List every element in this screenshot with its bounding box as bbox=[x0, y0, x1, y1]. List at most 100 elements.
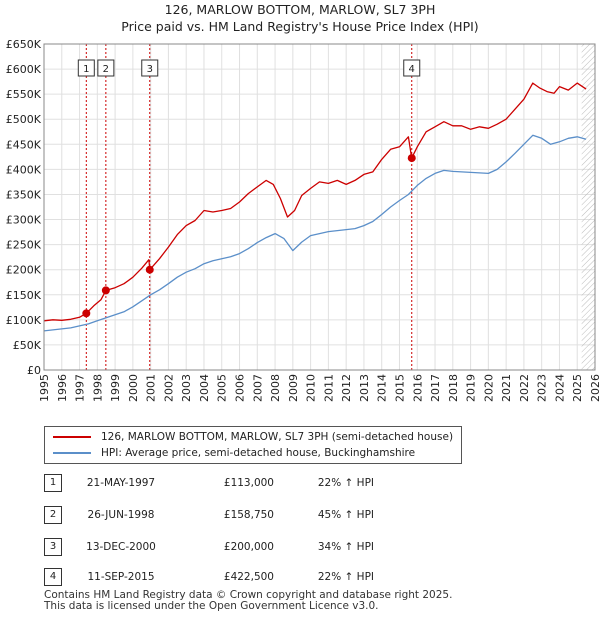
sale-point bbox=[145, 265, 154, 274]
x-tick-label: 2020 bbox=[482, 374, 495, 402]
hpi-swatch bbox=[53, 452, 91, 454]
y-axis: £0 £50K £100K £150K £200K £250K £300K £350K £400… bbox=[6, 38, 42, 377]
sale-price: £113,000 bbox=[223, 477, 274, 489]
sale-marker-lines bbox=[85, 44, 413, 370]
y-tick-label: £550K bbox=[6, 88, 42, 101]
x-tick-label: 2010 bbox=[305, 374, 318, 402]
x-tick-label: 2000 bbox=[127, 374, 140, 402]
sale-marker-label: 4 bbox=[409, 64, 415, 75]
sale-marker-label: 1 bbox=[83, 64, 89, 75]
legend-hpi-label: HPI: Average price, semi-detached house,… bbox=[101, 447, 416, 459]
sale-hpi-change: 22% ↑ HPI bbox=[317, 571, 374, 583]
sale-date: 26-JUN-1998 bbox=[87, 509, 155, 521]
grid-lines bbox=[43, 43, 596, 371]
sale-number-badge: 1 bbox=[44, 474, 62, 492]
series-lines bbox=[43, 82, 587, 332]
y-tick-label: £100K bbox=[6, 314, 42, 327]
y-tick-label: £300K bbox=[6, 214, 42, 227]
x-tick-label: 2003 bbox=[180, 374, 193, 402]
sale-points bbox=[82, 154, 416, 318]
sale-point bbox=[407, 154, 416, 163]
x-tick-label: 2006 bbox=[234, 374, 247, 402]
x-tick-label: 2002 bbox=[162, 374, 175, 402]
sale-number-badge: 2 bbox=[44, 506, 62, 524]
forecast-hatch bbox=[581, 44, 595, 370]
x-tick-label: 2023 bbox=[536, 374, 549, 402]
property-swatch bbox=[53, 436, 91, 438]
legend-item-hpi: HPI: Average price, semi-detached house,… bbox=[53, 445, 415, 461]
table-row: 3 13-DEC-2000 £200,000 34% ↑ HPI bbox=[44, 538, 464, 556]
sale-marker-badge bbox=[97, 59, 115, 77]
x-tick-label: 2007 bbox=[251, 374, 264, 402]
table-row: 1 21-MAY-1997 £113,000 22% ↑ HPI bbox=[44, 474, 464, 492]
y-tick-label: £0 bbox=[27, 364, 41, 377]
sale-date: 13-DEC-2000 bbox=[86, 541, 156, 553]
sale-marker-labels: 1 2 3 4 bbox=[77, 59, 421, 77]
x-tick-label: 2017 bbox=[429, 374, 442, 402]
forecast-hatch-area bbox=[581, 44, 595, 370]
x-tick-label: 1997 bbox=[74, 374, 87, 402]
sale-marker-label: 2 bbox=[103, 64, 109, 75]
x-tick-label: 2004 bbox=[198, 374, 211, 402]
hpi-line bbox=[43, 134, 587, 332]
x-tick-label: 2014 bbox=[376, 374, 389, 402]
x-tick-label: 2011 bbox=[322, 374, 335, 402]
y-tick-label: £450K bbox=[6, 138, 42, 151]
sale-number-badge: 3 bbox=[44, 538, 62, 556]
legend-item-property: 126, MARLOW BOTTOM, MARLOW, SL7 3PH (sem… bbox=[53, 429, 453, 445]
chart-title: 126, MARLOW BOTTOM, MARLOW, SL7 3PH bbox=[164, 2, 436, 17]
y-tick-label: £200K bbox=[6, 264, 42, 277]
y-tick-label: £250K bbox=[6, 239, 42, 252]
legend: 126, MARLOW BOTTOM, MARLOW, SL7 3PH (sem… bbox=[44, 426, 462, 464]
sale-hpi-change: 34% ↑ HPI bbox=[317, 541, 374, 553]
footer: Contains HM Land Registry data © Crown c… bbox=[44, 590, 452, 612]
x-tick-label: 2024 bbox=[553, 374, 566, 402]
sale-hpi-change: 45% ↑ HPI bbox=[317, 509, 374, 521]
x-tick-label: 2008 bbox=[269, 374, 282, 402]
y-tick-label: £500K bbox=[6, 113, 42, 126]
x-tick-label: 1996 bbox=[56, 374, 69, 402]
footer-copyright: Contains HM Land Registry data © Crown c… bbox=[44, 589, 453, 601]
x-tick-label: 1998 bbox=[91, 374, 104, 402]
sale-marker-badge bbox=[141, 59, 159, 77]
x-tick-label: 2015 bbox=[393, 374, 406, 402]
x-tick-label: 2026 bbox=[589, 374, 600, 402]
sale-date: 21-MAY-1997 bbox=[86, 477, 156, 489]
x-tick-label: 2018 bbox=[447, 374, 460, 402]
legend-property-label: 126, MARLOW BOTTOM, MARLOW, SL7 3PH (sem… bbox=[101, 431, 454, 443]
sale-hpi-change: 22% ↑ HPI bbox=[317, 477, 374, 489]
plot-frame bbox=[43, 43, 596, 371]
sale-point bbox=[82, 309, 91, 318]
x-tick-label: 1999 bbox=[109, 374, 122, 402]
x-tick-label: 2022 bbox=[518, 374, 531, 402]
x-tick-label: 2019 bbox=[465, 374, 478, 402]
y-tick-label: £150K bbox=[6, 289, 42, 302]
sale-point bbox=[101, 286, 110, 295]
sale-price: £200,000 bbox=[223, 541, 274, 553]
x-tick-label: 2016 bbox=[411, 374, 424, 402]
x-tick-label: 2009 bbox=[287, 374, 300, 402]
price-chart: £0 £50K £100K £150K £200K £250K £300K £350K £400… bbox=[6, 38, 600, 402]
sale-price: £422,500 bbox=[223, 571, 274, 583]
table-row: 2 26-JUN-1998 £158,750 45% ↑ HPI bbox=[44, 506, 464, 524]
x-axis: 1995 1996 1997 1998 1999 2000 2001 2002 2003 2004… bbox=[38, 374, 600, 402]
y-tick-label: £600K bbox=[6, 63, 42, 76]
x-tick-label: 1995 bbox=[38, 374, 51, 402]
y-tick-label: £50K bbox=[13, 339, 42, 352]
x-tick-label: 2005 bbox=[216, 374, 229, 402]
x-tick-label: 2001 bbox=[145, 374, 158, 402]
property-price-line bbox=[43, 82, 587, 322]
y-tick-label: £650K bbox=[6, 38, 42, 51]
x-tick-label: 2021 bbox=[500, 374, 513, 402]
chart-subtitle: Price paid vs. HM Land Registry's House … bbox=[121, 19, 479, 34]
sale-marker-badge bbox=[77, 59, 95, 77]
sale-marker-label: 3 bbox=[147, 64, 153, 75]
x-tick-label: 2013 bbox=[358, 374, 371, 402]
sale-number-badge: 4 bbox=[44, 568, 62, 586]
footer-licence: This data is licensed under the Open Gov… bbox=[44, 600, 379, 612]
sale-marker-badge bbox=[403, 59, 421, 77]
x-tick-label: 2025 bbox=[571, 374, 584, 402]
y-tick-label: £350K bbox=[6, 188, 42, 201]
y-tick-label: £400K bbox=[6, 163, 42, 176]
sale-price: £158,750 bbox=[223, 509, 274, 521]
